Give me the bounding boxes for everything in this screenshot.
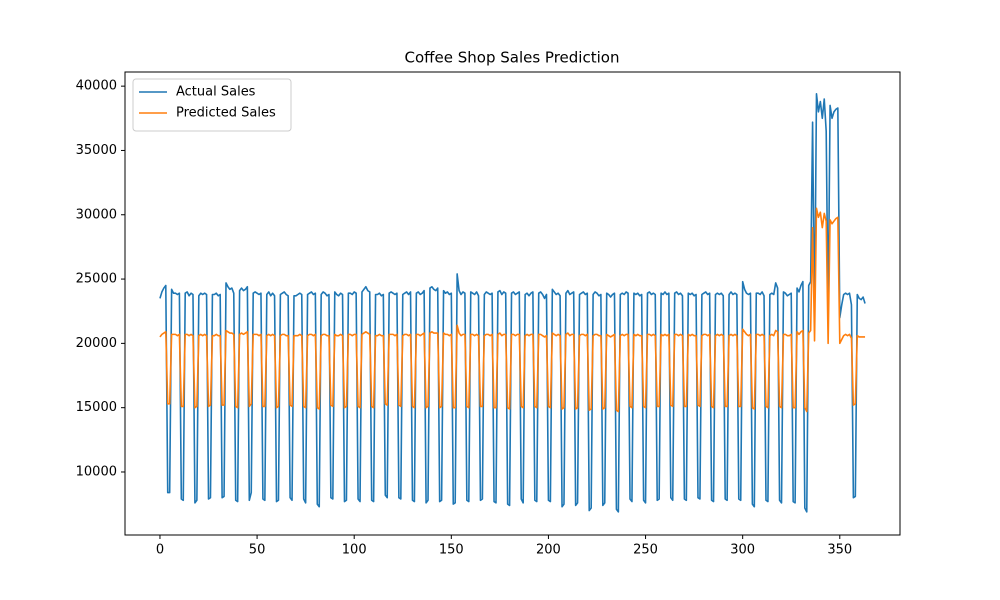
series-line (159, 207, 866, 413)
x-tick-label: 250 (633, 543, 658, 558)
y-tick-label: 20000 (76, 336, 117, 351)
legend-label: Actual Sales (176, 85, 256, 100)
x-tick-label: 200 (536, 543, 561, 558)
series-line (159, 93, 866, 513)
x-tick-label: 0 (156, 543, 164, 558)
x-tick-label: 300 (730, 543, 755, 558)
y-tick-label: 30000 (76, 207, 117, 222)
legend-label: Predicted Sales (176, 106, 276, 121)
y-tick-label: 15000 (76, 400, 117, 415)
chart-title: Coffee Shop Sales Prediction (405, 49, 620, 67)
legend: Actual Sales Predicted Sales (132, 78, 292, 132)
x-tick-label: 100 (342, 543, 367, 558)
y-tick-label: 25000 (76, 272, 117, 287)
y-tick-label: 35000 (76, 143, 117, 158)
y-tick-label: 40000 (76, 79, 117, 94)
x-tick-label: 150 (439, 543, 464, 558)
y-tick-label: 10000 (76, 464, 117, 479)
x-tick-label: 350 (827, 543, 852, 558)
plot-area (159, 93, 866, 513)
x-tick-label: 50 (249, 543, 266, 558)
axes-frame (124, 71, 901, 536)
legend-box (132, 78, 292, 132)
